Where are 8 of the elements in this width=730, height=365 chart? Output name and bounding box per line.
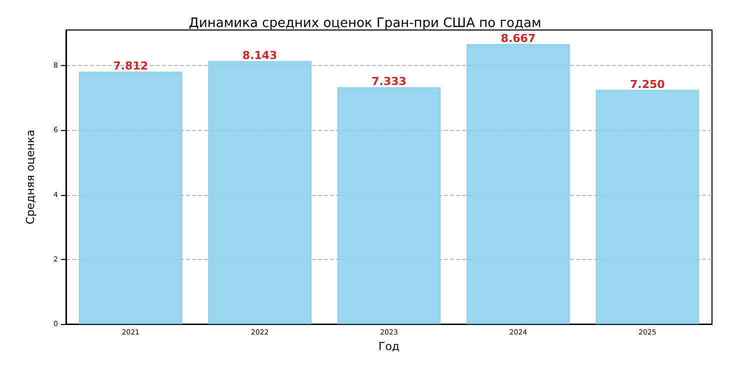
data-label: 7.250 (630, 78, 666, 91)
chart-title: Динамика средних оценок Гран-при США по годам (188, 16, 542, 31)
x-axis-title: Год (378, 340, 400, 353)
data-label: 7.333 (372, 75, 406, 88)
data-label: 8.667 (500, 32, 536, 45)
y-axis-title: Средняя оценка (24, 130, 37, 224)
data-label: 7.812 (113, 60, 148, 73)
data-label: 8.143 (242, 48, 278, 62)
